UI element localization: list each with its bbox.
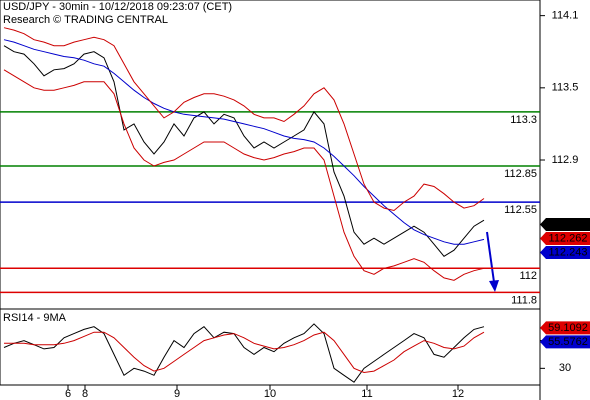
price-marker <box>540 335 590 349</box>
price-marker-label: 112.364 <box>549 218 588 230</box>
price-marker <box>540 321 590 335</box>
level-label: 111.8 <box>511 294 537 306</box>
price-marker-label: 112.243 <box>549 246 588 258</box>
series-line <box>4 331 485 374</box>
x-tick-label: 9 <box>174 388 180 400</box>
chart-subtitle: Research © TRADING CENTRAL <box>3 14 168 26</box>
x-tick-label: 12 <box>452 388 464 400</box>
x-tick-label: 10 <box>264 388 276 400</box>
forecast-arrowhead <box>489 280 499 292</box>
y-tick-label: 114.1 <box>552 10 579 22</box>
price-marker-label: 112.262 <box>549 232 588 244</box>
price-marker <box>540 246 590 260</box>
price-marker-label: 59.1092 <box>548 322 588 334</box>
y-tick-label: 112.9 <box>552 154 579 166</box>
plot-frame <box>0 0 541 386</box>
level-label: 112.85 <box>504 168 537 180</box>
series-line <box>3 323 485 383</box>
x-tick-label: 8 <box>82 388 88 400</box>
level-label: 112 <box>519 270 537 282</box>
y-tick-label: 113.5 <box>552 82 579 94</box>
rsi-title: RSI14 - 9MA <box>3 312 67 324</box>
series-line <box>3 39 485 245</box>
chart-title: USD/JPY - 30min - 10/12/2018 09:23:07 (C… <box>3 1 232 13</box>
price-marker <box>540 218 590 232</box>
y-tick-label: 30 <box>559 362 571 374</box>
forecast-arrow <box>486 231 495 283</box>
price-marker-label: 55.5762 <box>548 336 588 348</box>
series-line <box>3 45 485 257</box>
x-tick-label: 11 <box>361 388 372 400</box>
level-label: 113.3 <box>510 114 537 126</box>
level-label: 112.55 <box>504 204 537 216</box>
price-marker <box>540 232 590 246</box>
series-line <box>3 69 485 281</box>
series-line <box>3 27 485 212</box>
x-tick-label: 6 <box>65 388 71 400</box>
